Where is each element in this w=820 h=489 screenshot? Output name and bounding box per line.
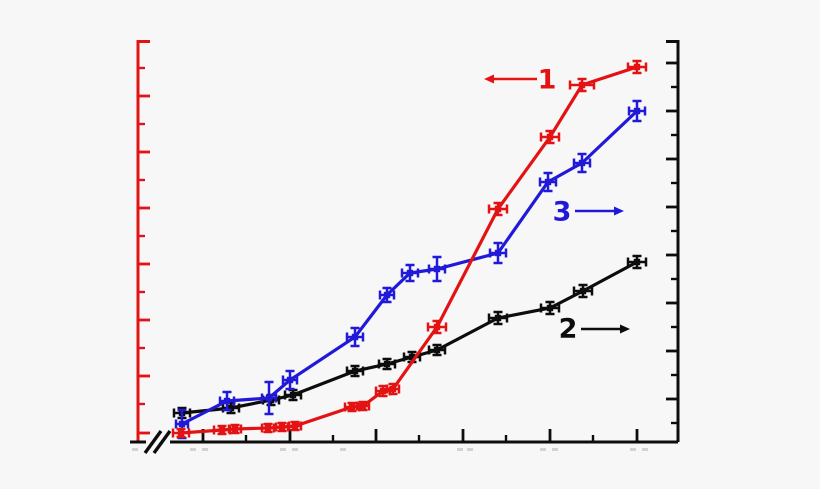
series-1 [171,59,648,439]
series-1-arrow [484,74,537,84]
series-3-label: 3 [553,197,572,228]
right-y-axis [666,40,680,442]
series-2-label: 2 [559,314,578,345]
cropped-tick-label-remnants [132,448,648,451]
series-2-arrow [581,324,630,334]
x-axis [130,429,678,454]
left-y-axis [136,40,150,442]
series-3-arrow [575,206,624,216]
chart-plot-area [130,40,680,454]
series-1-label: 1 [538,65,557,96]
series-3 [174,99,647,440]
